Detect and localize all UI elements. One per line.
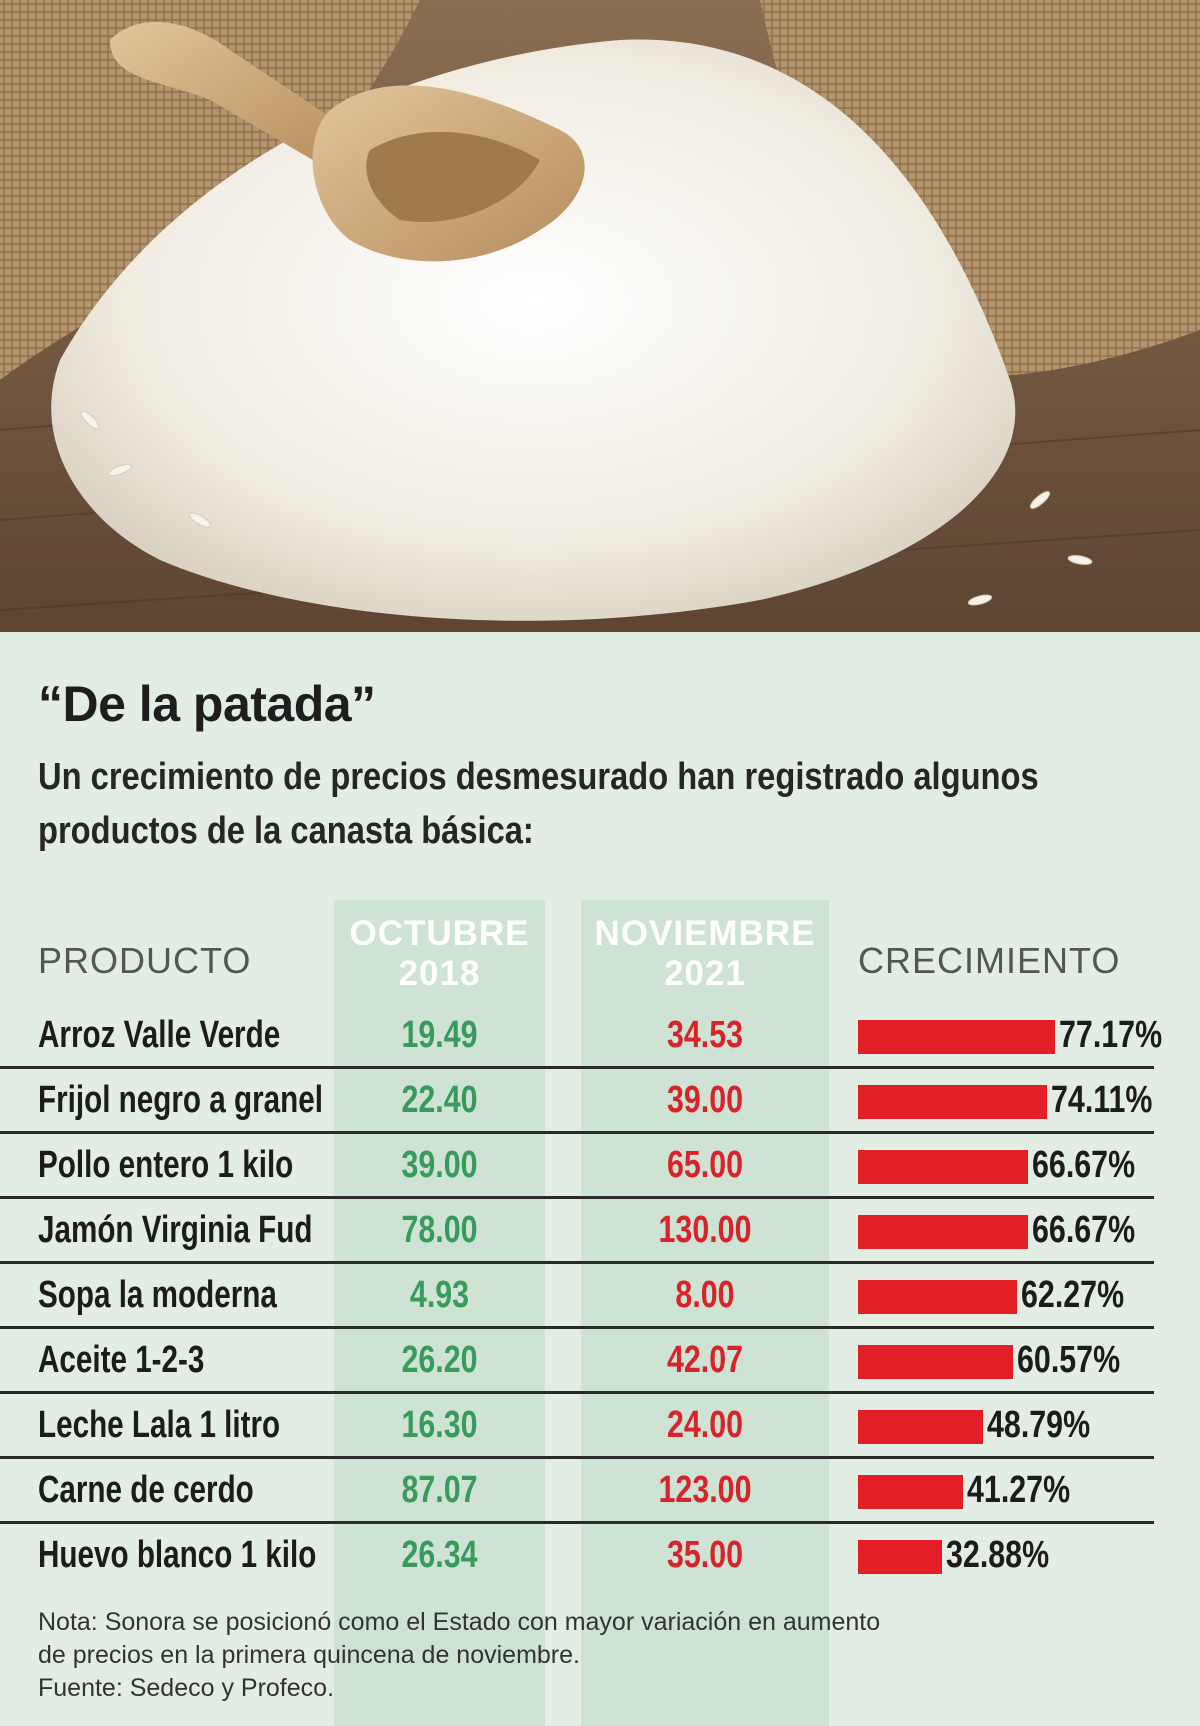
product-name: Pollo entero 1 kilo xyxy=(38,1144,294,1186)
growth-percent-label: 66.67% xyxy=(1032,1209,1136,1251)
infographic-panel: “De la patada” Un crecimiento de precios… xyxy=(0,632,1200,1726)
growth-bar xyxy=(858,1020,1055,1054)
subtitle-line-2: productos de la canasta básica: xyxy=(38,810,534,852)
price-october-2018: 39.00 xyxy=(401,1144,478,1186)
price-november-2021: 24.00 xyxy=(666,1404,744,1446)
price-october-2018: 78.00 xyxy=(401,1209,478,1251)
price-october-2018: 26.34 xyxy=(401,1534,478,1576)
price-table: Arroz Valle Verde 19.49 34.53 77.17% Frijol … xyxy=(0,1004,1200,1586)
growth-bar xyxy=(858,1475,963,1509)
price-november-2021: 39.00 xyxy=(666,1079,744,1121)
table-row: Pollo entero 1 kilo 39.00 65.00 66.67% xyxy=(0,1134,1154,1199)
header-noviembre: NOVIEMBRE 2021 xyxy=(581,914,829,994)
price-november-2021: 8.00 xyxy=(675,1274,735,1316)
price-october-2018: 4.93 xyxy=(409,1274,470,1316)
price-october-2018: 26.20 xyxy=(401,1339,478,1381)
growth-bar xyxy=(858,1410,983,1444)
price-november-2021: 34.53 xyxy=(666,1014,744,1056)
header-octubre-month: OCTUBRE xyxy=(349,914,530,953)
growth-percent-label: 74.11% xyxy=(1051,1079,1153,1121)
table-row: Huevo blanco 1 kilo 26.34 35.00 32.88% xyxy=(0,1524,1154,1586)
price-november-2021: 65.00 xyxy=(666,1144,744,1186)
header-producto: PRODUCTO xyxy=(38,940,252,981)
price-november-2021: 42.07 xyxy=(666,1339,744,1381)
table-row: Sopa la moderna 4.93 8.00 62.27% xyxy=(0,1264,1154,1329)
product-name: Arroz Valle Verde xyxy=(38,1014,281,1056)
page-title: “De la patada” xyxy=(38,676,376,732)
subtitle-line-1: Un crecimiento de precios desmesurado ha… xyxy=(38,756,1039,798)
source-line: Fuente: Sedeco y Profeco. xyxy=(38,1674,335,1702)
price-november-2021: 123.00 xyxy=(658,1469,752,1511)
footnote: Nota: Sonora se posicionó como el Estado… xyxy=(38,1606,880,1705)
growth-bar xyxy=(858,1215,1028,1249)
product-name: Carne de cerdo xyxy=(38,1469,254,1511)
growth-percent-label: 60.57% xyxy=(1017,1339,1121,1381)
price-october-2018: 87.07 xyxy=(401,1469,478,1511)
growth-percent-label: 41.27% xyxy=(967,1469,1071,1511)
product-name: Frijol negro a granel xyxy=(38,1079,323,1121)
growth-percent-label: 77.17% xyxy=(1059,1014,1163,1056)
price-november-2021: 35.00 xyxy=(666,1534,744,1576)
price-october-2018: 22.40 xyxy=(401,1079,478,1121)
table-row: Carne de cerdo 87.07 123.00 41.27% xyxy=(0,1459,1154,1524)
product-name: Sopa la moderna xyxy=(38,1274,277,1316)
price-november-2021: 130.00 xyxy=(658,1209,752,1251)
growth-bar xyxy=(858,1085,1047,1119)
growth-bar xyxy=(858,1540,942,1574)
table-row: Jamón Virginia Fud 78.00 130.00 66.67% xyxy=(0,1199,1154,1264)
growth-percent-label: 62.27% xyxy=(1021,1274,1125,1316)
growth-percent-label: 66.67% xyxy=(1032,1144,1136,1186)
header-noviembre-month: NOVIEMBRE xyxy=(594,914,816,953)
note-line-2: de precios en la primera quincena de nov… xyxy=(38,1641,580,1669)
table-row: Leche Lala 1 litro 16.30 24.00 48.79% xyxy=(0,1394,1154,1459)
table-row: Aceite 1-2-3 26.20 42.07 60.57% xyxy=(0,1329,1154,1394)
table-row: Arroz Valle Verde 19.49 34.53 77.17% xyxy=(0,1004,1162,1069)
growth-bar xyxy=(858,1280,1017,1314)
subtitle: Un crecimiento de precios desmesurado ha… xyxy=(38,750,1113,858)
rice-photo xyxy=(0,0,1200,632)
table-row: Frijol negro a granel 22.40 39.00 74.11% xyxy=(0,1069,1154,1134)
header-crecimiento: CRECIMIENTO xyxy=(858,940,1121,981)
growth-percent-label: 48.79% xyxy=(987,1404,1091,1446)
header-octubre-year: 2018 xyxy=(398,954,481,993)
header-noviembre-year: 2021 xyxy=(664,954,746,993)
price-october-2018: 19.49 xyxy=(401,1014,478,1056)
price-october-2018: 16.30 xyxy=(401,1404,478,1446)
growth-bar xyxy=(858,1150,1028,1184)
product-name: Leche Lala 1 litro xyxy=(38,1404,281,1446)
october-column-band xyxy=(334,900,545,1726)
growth-bar xyxy=(858,1345,1013,1379)
product-name: Aceite 1-2-3 xyxy=(38,1339,205,1381)
product-name: Jamón Virginia Fud xyxy=(38,1209,313,1251)
product-name: Huevo blanco 1 kilo xyxy=(38,1534,317,1576)
header-octubre: OCTUBRE 2018 xyxy=(334,914,545,994)
growth-percent-label: 32.88% xyxy=(946,1534,1050,1576)
note-line-1: Nota: Sonora se posicionó como el Estado… xyxy=(38,1608,881,1636)
november-column-band xyxy=(581,900,829,1726)
